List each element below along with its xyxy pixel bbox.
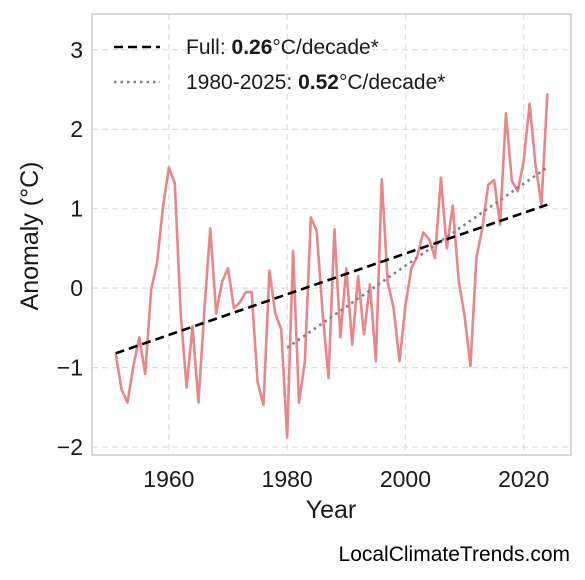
y-axis-label: Anomaly (°C) (16, 162, 44, 311)
x-tick-labels: 1960 1980 2000 2020 (143, 466, 549, 492)
trend-line-full (115, 203, 548, 355)
x-tick-label: 1980 (262, 466, 313, 492)
x-tick-label: 2020 (498, 466, 549, 492)
y-tick-label: 1 (70, 196, 83, 222)
x-axis-label: Year (306, 496, 357, 524)
trend-line-recent (286, 166, 549, 349)
legend: Full: 0.26°C/decade* 1980-2025: 0.52°C/d… (114, 36, 445, 94)
legend-full-suffix: °C/decade* (272, 36, 378, 59)
y-tick-label: 2 (70, 116, 83, 142)
legend-recent-prefix: 1980-2025: (186, 71, 298, 94)
legend-recent-suffix: °C/decade* (339, 71, 445, 94)
legend-full-prefix: Full: (186, 36, 232, 59)
y-tick-label: −2 (57, 434, 83, 460)
y-tick-labels: −2 −1 0 1 2 3 (57, 37, 83, 460)
y-tick-label: 3 (70, 37, 83, 63)
grid-lines (92, 14, 571, 455)
series-layer (114, 93, 549, 439)
legend-recent-value: 0.52 (298, 71, 339, 94)
y-tick-label: 0 (70, 275, 83, 301)
x-tick-label: 1960 (143, 466, 194, 492)
legend-full-label: Full: 0.26°C/decade* (186, 36, 379, 59)
x-tick-label: 2000 (380, 466, 431, 492)
anomaly-series-line (114, 93, 549, 439)
trend-layer (115, 166, 549, 355)
plot-frame (91, 13, 572, 456)
source-credit: LocalClimateTrends.com (339, 543, 570, 566)
legend-recent-label: 1980-2025: 0.52°C/decade* (186, 71, 445, 94)
y-tick-label: −1 (57, 355, 83, 381)
legend-full-value: 0.26 (232, 36, 273, 59)
